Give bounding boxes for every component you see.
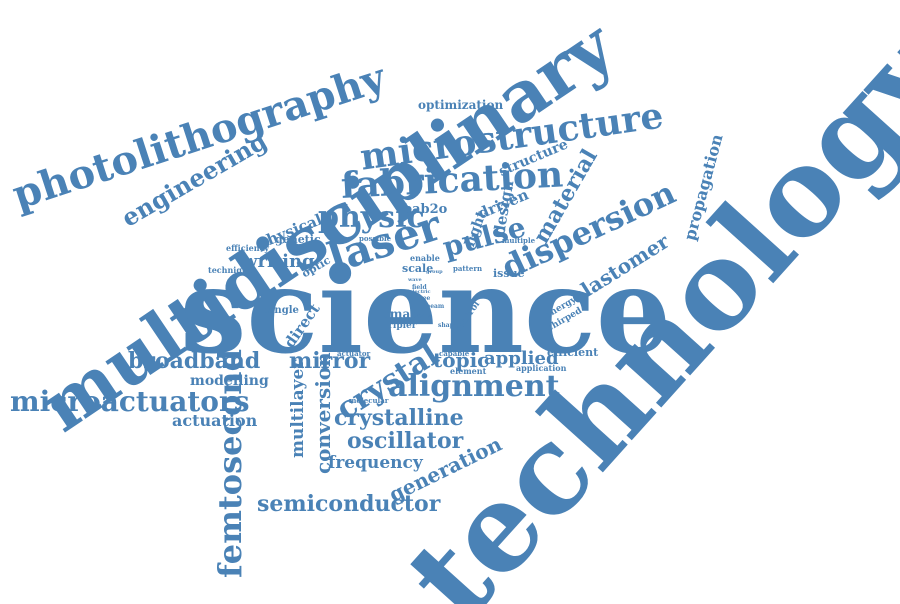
- word-possible: possible: [359, 234, 392, 243]
- word-multilayer: multilayer: [288, 359, 308, 458]
- word-application: application: [516, 363, 567, 373]
- word-optimization: optimization: [418, 98, 504, 112]
- word-alignment: alignment: [388, 369, 560, 404]
- word-beam: beam: [426, 303, 445, 310]
- word-free: free: [417, 295, 431, 302]
- word-cavity: cavity: [414, 313, 431, 319]
- word-crystalline: crystalline: [334, 405, 464, 431]
- word-semiconductor: semiconductor: [257, 491, 441, 517]
- word-pattern: pattern: [453, 264, 483, 273]
- word-science: science: [180, 241, 671, 380]
- word-multiple: multiple: [502, 236, 536, 245]
- word-applied: applied: [484, 348, 559, 369]
- word-shape: shape: [438, 322, 458, 329]
- word-physic: physic: [318, 200, 425, 235]
- word-enable: enable: [410, 253, 440, 263]
- word-technique: technique: [208, 265, 253, 275]
- word-smart: smart: [383, 307, 423, 321]
- word-efficiency: efficiency: [226, 243, 270, 253]
- word-actuator: actuator: [337, 349, 371, 358]
- word-modelling: modelling: [190, 373, 269, 389]
- word-topic: topic: [433, 348, 490, 372]
- word-microactuators: microactuators: [10, 385, 250, 418]
- word-bab2o: bab2o: [403, 202, 448, 217]
- word-writing: writing: [242, 251, 315, 272]
- word-scale: scale: [402, 262, 434, 275]
- word-single: single: [265, 305, 299, 316]
- word-group: group: [426, 269, 443, 275]
- word-element: element: [450, 366, 487, 376]
- word-issue: issue: [493, 267, 525, 280]
- word-mirror: mirror: [289, 348, 371, 374]
- word-oscillator: oscillator: [347, 428, 464, 454]
- word-genetic: genetic: [275, 233, 321, 246]
- word-capable: capable: [439, 349, 470, 358]
- word-molecular: molecular: [349, 396, 389, 405]
- word-broadband: broadband: [128, 348, 261, 374]
- word-tripler: tripler: [384, 321, 417, 331]
- word-wave: wave: [408, 277, 422, 283]
- word-field: field: [412, 284, 427, 291]
- word-efficient: efficient: [547, 346, 599, 359]
- word-dielectric: dielectric: [404, 289, 431, 295]
- word-actuation: actuation: [172, 411, 258, 430]
- word-frequency: frequency: [328, 453, 423, 473]
